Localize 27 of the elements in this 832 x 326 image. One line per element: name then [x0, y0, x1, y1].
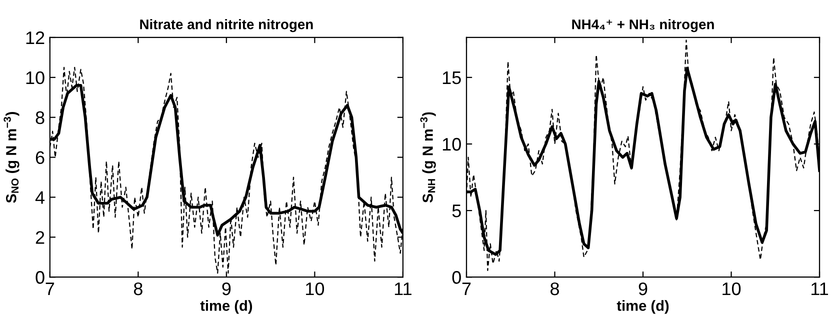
x-tick-label: 8 — [550, 282, 559, 296]
x-axis-title: time (d) — [200, 300, 252, 314]
x-tick-label: 11 — [812, 282, 828, 296]
y-tick-label: 2 — [36, 231, 44, 244]
x-tick-label: 10 — [306, 282, 324, 296]
y-tick-label: 10 — [26, 71, 44, 84]
x-tick-label: 9 — [638, 282, 648, 296]
y-tick-label: 6 — [36, 151, 44, 164]
x-tick-label: 7 — [46, 282, 54, 296]
x-axis-title: time (d) — [616, 300, 669, 314]
x-tick-label: 8 — [134, 282, 142, 296]
x-tick-label: 7 — [462, 282, 471, 296]
y-tick-label: 4 — [35, 191, 45, 204]
y-tick-label: 0 — [36, 271, 44, 284]
y-tick-label: 10 — [442, 138, 461, 151]
x-tick-label: 10 — [722, 282, 741, 296]
chart-title: NH4₄⁺ + NH₃ nitrogen — [572, 19, 714, 32]
y-tick-label: 0 — [452, 271, 461, 284]
chart-title: Nitrate and nitrite nitrogen — [140, 19, 313, 32]
y-tick-label: 8 — [36, 111, 44, 124]
y-tick-label: 5 — [452, 204, 461, 218]
x-tick-label: 11 — [394, 282, 412, 296]
x-tick-label: 9 — [222, 282, 231, 296]
y-tick-label: 15 — [442, 72, 461, 84]
y-tick-label: 12 — [26, 31, 44, 44]
y-axis-title: S$_{NO}$ (g N m$^{−3}$) — [4, 112, 20, 203]
y-axis-title: S$_{NH}$ (g N m$^{−3}$) — [420, 112, 436, 203]
